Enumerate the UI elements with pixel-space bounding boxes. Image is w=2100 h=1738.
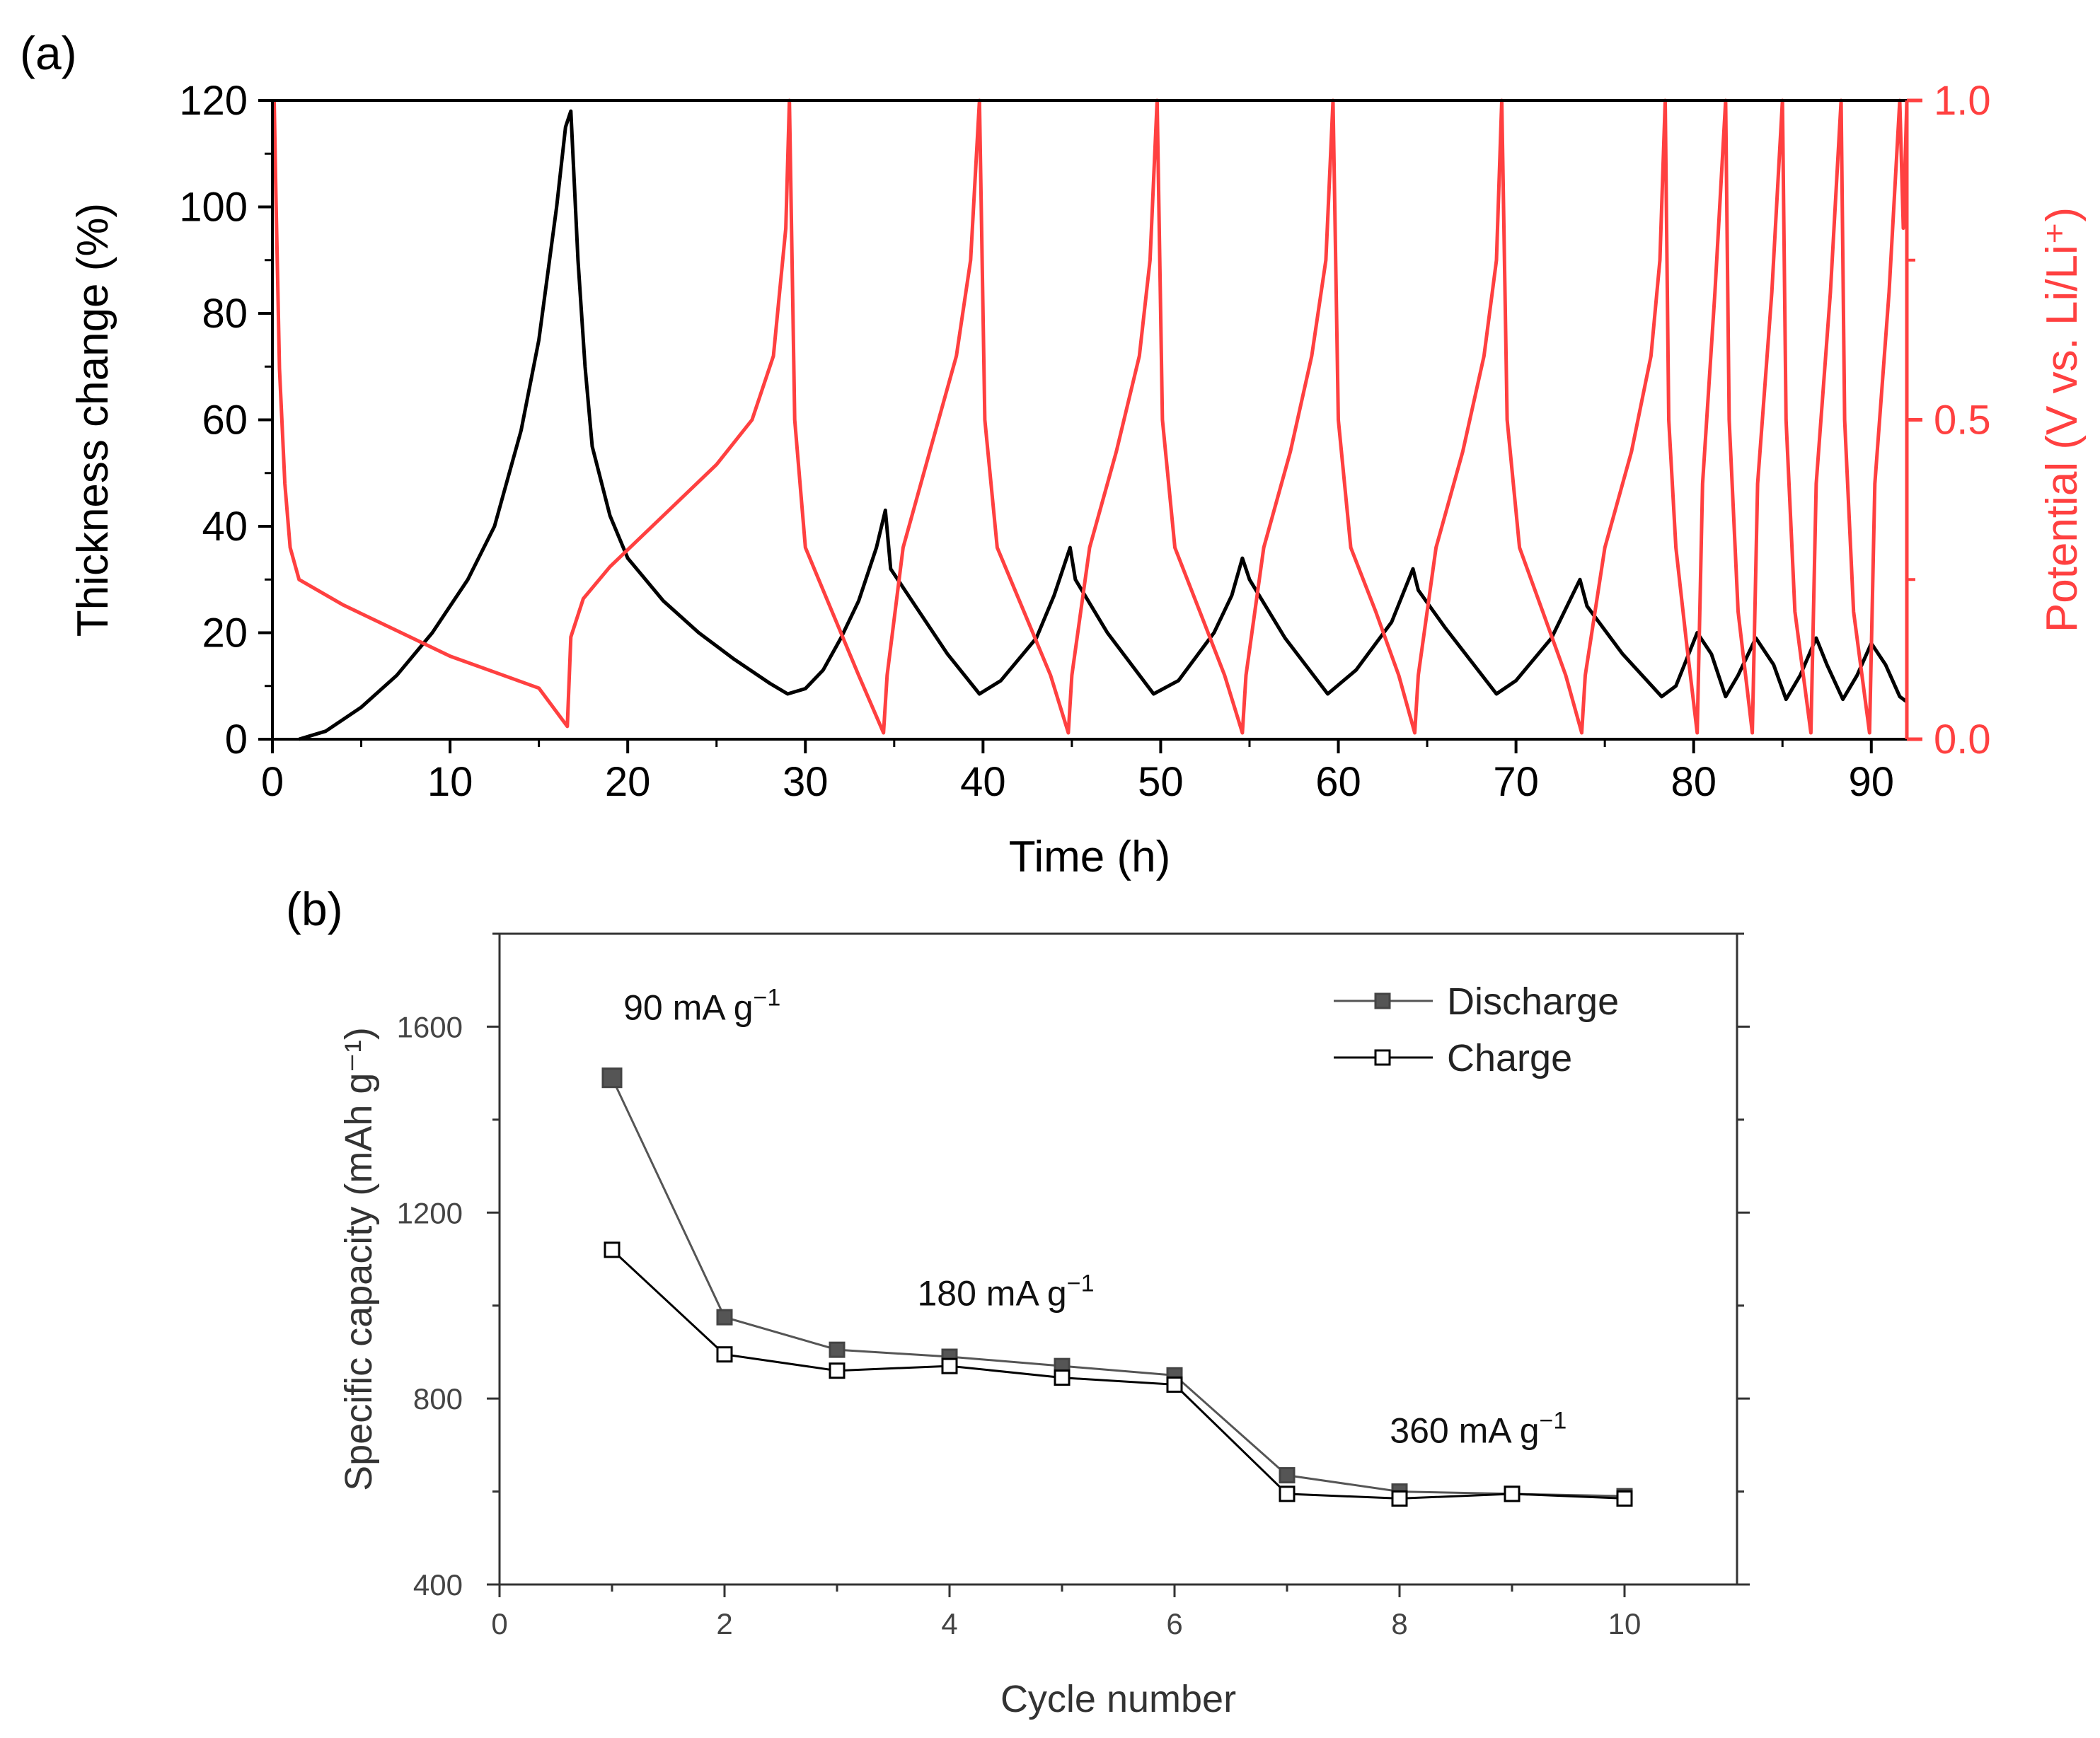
b-x-tick-label: 10 — [1608, 1607, 1642, 1640]
rate-annotation: 180 mA g−1 — [917, 1270, 1094, 1314]
a-x-tick-label: 60 — [1315, 759, 1361, 805]
b-y-tick-label: 1200 — [397, 1196, 463, 1229]
legend-marker-discharge — [1374, 992, 1391, 1009]
discharge-marker — [601, 1067, 623, 1089]
a-x-tick-label: 70 — [1493, 759, 1539, 805]
chart-b: 0 2 4 6 8 10 400 800 1200 1600 Cycle number Specifi… — [338, 932, 1750, 1720]
discharge-marker — [716, 1309, 733, 1326]
series-charge-line — [611, 1249, 1625, 1500]
charge-marker — [1279, 1485, 1296, 1502]
a-x-tick-label: 0 — [261, 759, 284, 805]
a-y-right-tick-label: 1.0 — [1934, 78, 1991, 124]
a-y-left-tick-label: 40 — [202, 504, 248, 550]
b-y-axis-title: Specific capacity (mAh g⁻¹) — [338, 1027, 380, 1491]
a-y-right-tick-label: 0.0 — [1934, 717, 1991, 763]
charge-marker — [604, 1241, 621, 1258]
chart-a: 0 10 20 30 40 50 60 70 80 90 0 20 40 60 80 100 120 0.0 0.5… — [69, 78, 2087, 881]
charge-marker — [1616, 1490, 1633, 1507]
a-x-tick-label: 80 — [1671, 759, 1717, 805]
a-x-tick-label: 50 — [1138, 759, 1184, 805]
a-x-tick-label: 10 — [427, 759, 473, 805]
legend-label-charge: Charge — [1447, 1037, 1572, 1079]
b-y-tick-label: 1600 — [397, 1010, 463, 1043]
charge-marker — [1391, 1490, 1408, 1507]
a-y-right-tick-label: 0.5 — [1934, 398, 1991, 444]
a-x-axis-title: Time (h) — [1009, 833, 1170, 881]
series-potential-line — [272, 98, 1909, 735]
a-y-left-tick-label: 60 — [202, 398, 248, 444]
b-plot-frame — [498, 932, 1738, 1586]
charge-marker — [716, 1346, 733, 1363]
b-y-tick-label: 800 — [413, 1382, 463, 1415]
a-x-tick-label: 20 — [605, 759, 651, 805]
b-x-tick-label: 0 — [491, 1607, 507, 1640]
series-discharge-line — [611, 1077, 1625, 1497]
b-y-tick-label: 400 — [413, 1568, 463, 1601]
b-x-axis-title: Cycle number — [1000, 1678, 1236, 1720]
charge-marker — [829, 1362, 846, 1379]
a-y-right-axis-title: Potential (V vs. Li/Li⁺) — [2038, 207, 2087, 632]
b-x-tick-label: 8 — [1391, 1607, 1407, 1640]
a-y-left-axis-title: Thickness change (%) — [69, 203, 117, 637]
b-x-tick-label: 6 — [1166, 1607, 1182, 1640]
a-y-left-tick-label: 20 — [202, 610, 248, 656]
a-y-left-tick-label: 80 — [202, 291, 248, 337]
charge-marker — [1054, 1369, 1071, 1386]
legend-label-discharge: Discharge — [1447, 980, 1619, 1023]
rate-annotation: 360 mA g−1 — [1390, 1408, 1567, 1451]
a-x-tick-label: 40 — [960, 759, 1006, 805]
a-x-tick-label: 90 — [1849, 759, 1895, 805]
series-thickness-line — [298, 109, 1908, 741]
charge-marker — [1166, 1376, 1183, 1393]
charge-marker — [1504, 1485, 1521, 1502]
b-x-tick-label: 2 — [716, 1607, 732, 1640]
panel-b-label: (b) — [286, 883, 343, 935]
discharge-marker — [829, 1341, 846, 1358]
a-y-left-tick-label: 100 — [179, 185, 248, 231]
panel-a-label: (a) — [20, 27, 77, 79]
a-y-left-tick-label: 120 — [179, 78, 248, 124]
a-y-left-tick-label: 0 — [225, 717, 248, 763]
charge-marker — [941, 1357, 958, 1374]
discharge-marker — [1279, 1467, 1296, 1484]
b-legend: Discharge Charge — [1334, 980, 1619, 1079]
legend-marker-charge — [1374, 1049, 1391, 1066]
a-x-tick-label: 30 — [783, 759, 829, 805]
rate-annotation: 90 mA g−1 — [623, 985, 780, 1028]
b-x-tick-label: 4 — [941, 1607, 957, 1640]
